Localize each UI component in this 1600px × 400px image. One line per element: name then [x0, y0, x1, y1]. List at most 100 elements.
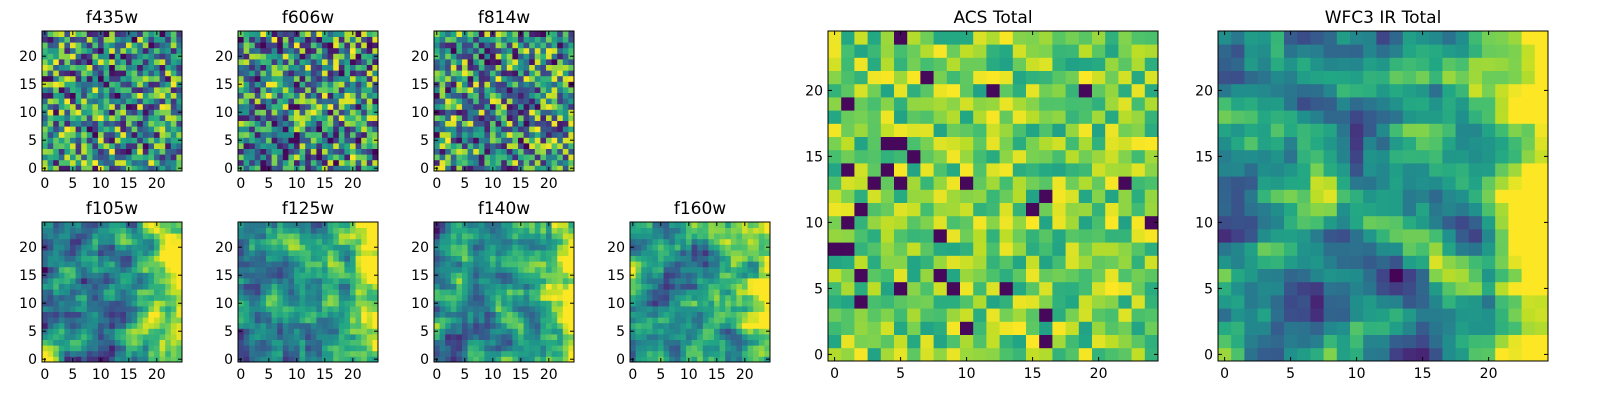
heatmap-cell — [148, 244, 155, 251]
heatmap-cell — [126, 64, 132, 71]
heatmap-cell — [658, 317, 664, 324]
heatmap-cell — [501, 42, 508, 49]
heatmap-cell — [103, 294, 110, 301]
heatmap-cell — [109, 165, 116, 172]
heatmap-cell — [47, 272, 54, 279]
heatmap-cell — [260, 261, 267, 268]
heatmap-cell — [714, 244, 720, 251]
heatmap-cell — [170, 306, 177, 312]
heatmap-cell — [730, 350, 737, 357]
heatmap-cell — [456, 31, 463, 37]
heatmap-cell — [708, 278, 715, 284]
heatmap-cell — [434, 266, 440, 273]
heatmap-cell — [86, 42, 93, 49]
heatmap-cell — [730, 272, 737, 279]
heatmap-cell — [986, 308, 1000, 322]
heatmap-cell — [462, 59, 468, 65]
heatmap-cell — [439, 42, 446, 49]
heatmap-cell — [170, 31, 177, 37]
heatmap-cell — [350, 294, 356, 301]
heatmap-cell — [109, 266, 116, 273]
heatmap-cell — [1026, 321, 1040, 335]
heatmap-cell — [686, 339, 692, 346]
heatmap-cell — [484, 350, 491, 357]
heatmap-cell — [540, 311, 547, 318]
heatmap-cell — [562, 266, 569, 273]
heatmap-cell — [42, 238, 48, 245]
heatmap-cell — [327, 278, 334, 284]
heatmap-cell — [126, 244, 132, 251]
heatmap-cell — [299, 317, 306, 324]
heatmap-cell — [42, 322, 48, 329]
heatmap-cell — [243, 137, 250, 144]
heatmap-cell — [58, 81, 65, 88]
heatmap-cell — [540, 350, 547, 357]
heatmap-cell — [973, 308, 987, 322]
heatmap-cell — [305, 317, 312, 324]
heatmap-cell — [148, 238, 155, 245]
heatmap-cell — [366, 131, 373, 138]
heatmap-cell — [176, 266, 183, 273]
heatmap-cell — [366, 42, 373, 49]
heatmap-cell — [557, 227, 564, 234]
heatmap-cell — [42, 154, 48, 161]
heatmap-cell — [254, 345, 261, 352]
heatmap-cell — [243, 98, 250, 105]
heatmap-cell — [260, 109, 267, 116]
heatmap-cell — [450, 109, 457, 116]
heatmap-cell — [70, 126, 76, 133]
heatmap-cell — [114, 137, 121, 144]
heatmap-cell — [350, 339, 356, 346]
heatmap-cell — [361, 345, 368, 352]
heatmap-cell — [540, 75, 547, 82]
heatmap-cell — [42, 306, 48, 312]
heatmap-cell — [165, 87, 172, 93]
heatmap-cell — [686, 233, 692, 240]
heatmap-cell — [506, 143, 513, 149]
heatmap-cell — [529, 31, 536, 37]
heatmap-cell — [702, 334, 709, 340]
heatmap-cell — [534, 131, 541, 138]
heatmap-cell — [484, 131, 491, 138]
heatmap-cell — [338, 345, 345, 352]
heatmap-cell — [764, 317, 771, 324]
heatmap-cell — [501, 356, 508, 363]
heatmap-cell — [490, 75, 496, 82]
heatmap-cell — [165, 350, 172, 357]
heatmap-cell — [663, 233, 670, 240]
heatmap-cell — [310, 345, 317, 352]
heatmap-cell — [523, 109, 530, 116]
heatmap-cell — [305, 328, 312, 335]
heatmap-cell — [999, 242, 1014, 256]
heatmap-cell — [299, 42, 306, 49]
heatmap-cell — [854, 281, 868, 296]
heatmap-cell — [562, 339, 569, 346]
heatmap-cell — [81, 300, 88, 307]
heatmap-cell — [338, 115, 345, 121]
heatmap-cell — [529, 148, 536, 155]
heatmap-cell — [708, 345, 715, 352]
heatmap-cell — [551, 115, 558, 121]
heatmap-cell — [344, 137, 351, 144]
heatmap-cell — [372, 294, 379, 301]
heatmap-cell — [473, 356, 480, 363]
heatmap-cell — [946, 189, 961, 203]
heatmap-cell — [478, 222, 485, 228]
heatmap-cell — [568, 233, 575, 240]
x-tick-label: 0 — [236, 367, 245, 383]
heatmap-cell — [316, 328, 323, 335]
heatmap-cell — [456, 148, 463, 155]
heatmap-cell — [322, 350, 328, 357]
heatmap-cell — [64, 92, 71, 99]
heatmap-cell — [70, 137, 76, 144]
heatmap-cell — [523, 154, 530, 161]
heatmap-cell — [764, 238, 771, 245]
heatmap-cell — [361, 255, 368, 262]
heatmap-cell — [47, 159, 54, 166]
heatmap-cell — [450, 233, 457, 240]
heatmap-cell — [529, 261, 536, 268]
heatmap-cell — [697, 311, 704, 318]
heatmap-cell — [518, 98, 524, 105]
heatmap-cell — [523, 294, 530, 301]
heatmap-cell — [92, 294, 99, 301]
